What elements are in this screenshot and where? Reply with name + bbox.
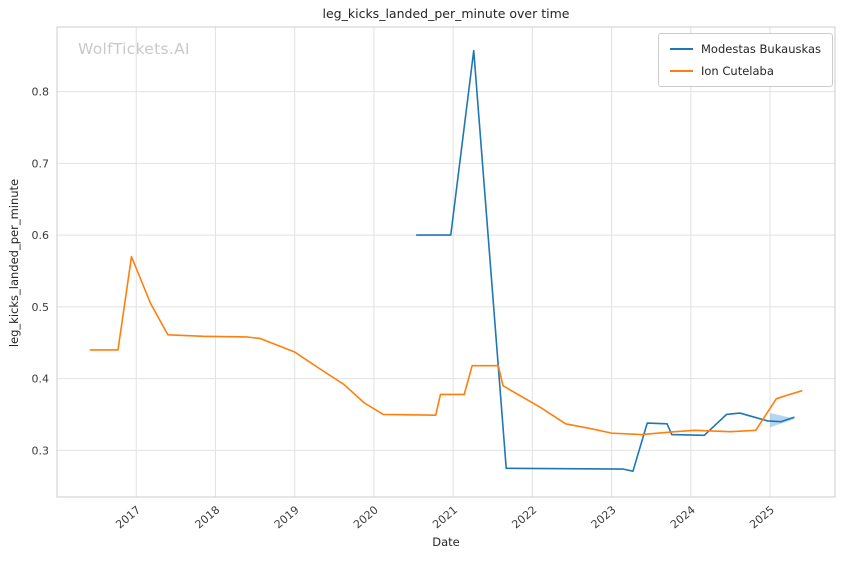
x-tick-label: 2022 <box>509 503 539 531</box>
x-tick-label: 2025 <box>747 503 777 531</box>
legend-label: Ion Cutelaba <box>701 64 774 78</box>
y-tick-label: 0.6 <box>32 229 50 242</box>
watermark: WolfTickets.AI <box>78 40 190 58</box>
legend-item: Ion Cutelaba <box>670 64 821 78</box>
y-tick-label: 0.8 <box>32 86 50 99</box>
plot-area <box>57 27 835 497</box>
legend-label: Modestas Bukauskas <box>701 42 821 56</box>
x-axis-label: Date <box>432 535 460 549</box>
legend-line-swatch-blue <box>670 48 693 50</box>
y-tick-label: 0.3 <box>32 444 50 457</box>
plot-border <box>56 26 836 498</box>
legend: Modestas Bukauskas Ion Cutelaba <box>658 33 833 87</box>
annotation-triangle <box>770 413 796 428</box>
y-tick-label: 0.4 <box>32 373 50 386</box>
y-axis-label: leg_kicks_landed_per_minute <box>7 178 21 348</box>
chart-title: leg_kicks_landed_per_minute over time <box>322 6 570 21</box>
legend-item: Modestas Bukauskas <box>670 42 821 56</box>
x-tick-label: 2019 <box>272 503 302 531</box>
x-tick-label: 2023 <box>589 503 619 531</box>
series-line-1 <box>89 255 803 436</box>
y-tick-label: 0.7 <box>32 157 50 170</box>
x-tick-label: 2018 <box>193 503 223 531</box>
series-line-0 <box>415 49 795 472</box>
x-tick-label: 2017 <box>113 503 143 531</box>
x-tick-label: 2021 <box>430 503 460 531</box>
x-tick-label: 2020 <box>351 503 381 531</box>
legend-line-swatch-orange <box>670 70 693 72</box>
y-tick-label: 0.5 <box>32 301 50 314</box>
x-tick-label: 2024 <box>668 503 698 531</box>
